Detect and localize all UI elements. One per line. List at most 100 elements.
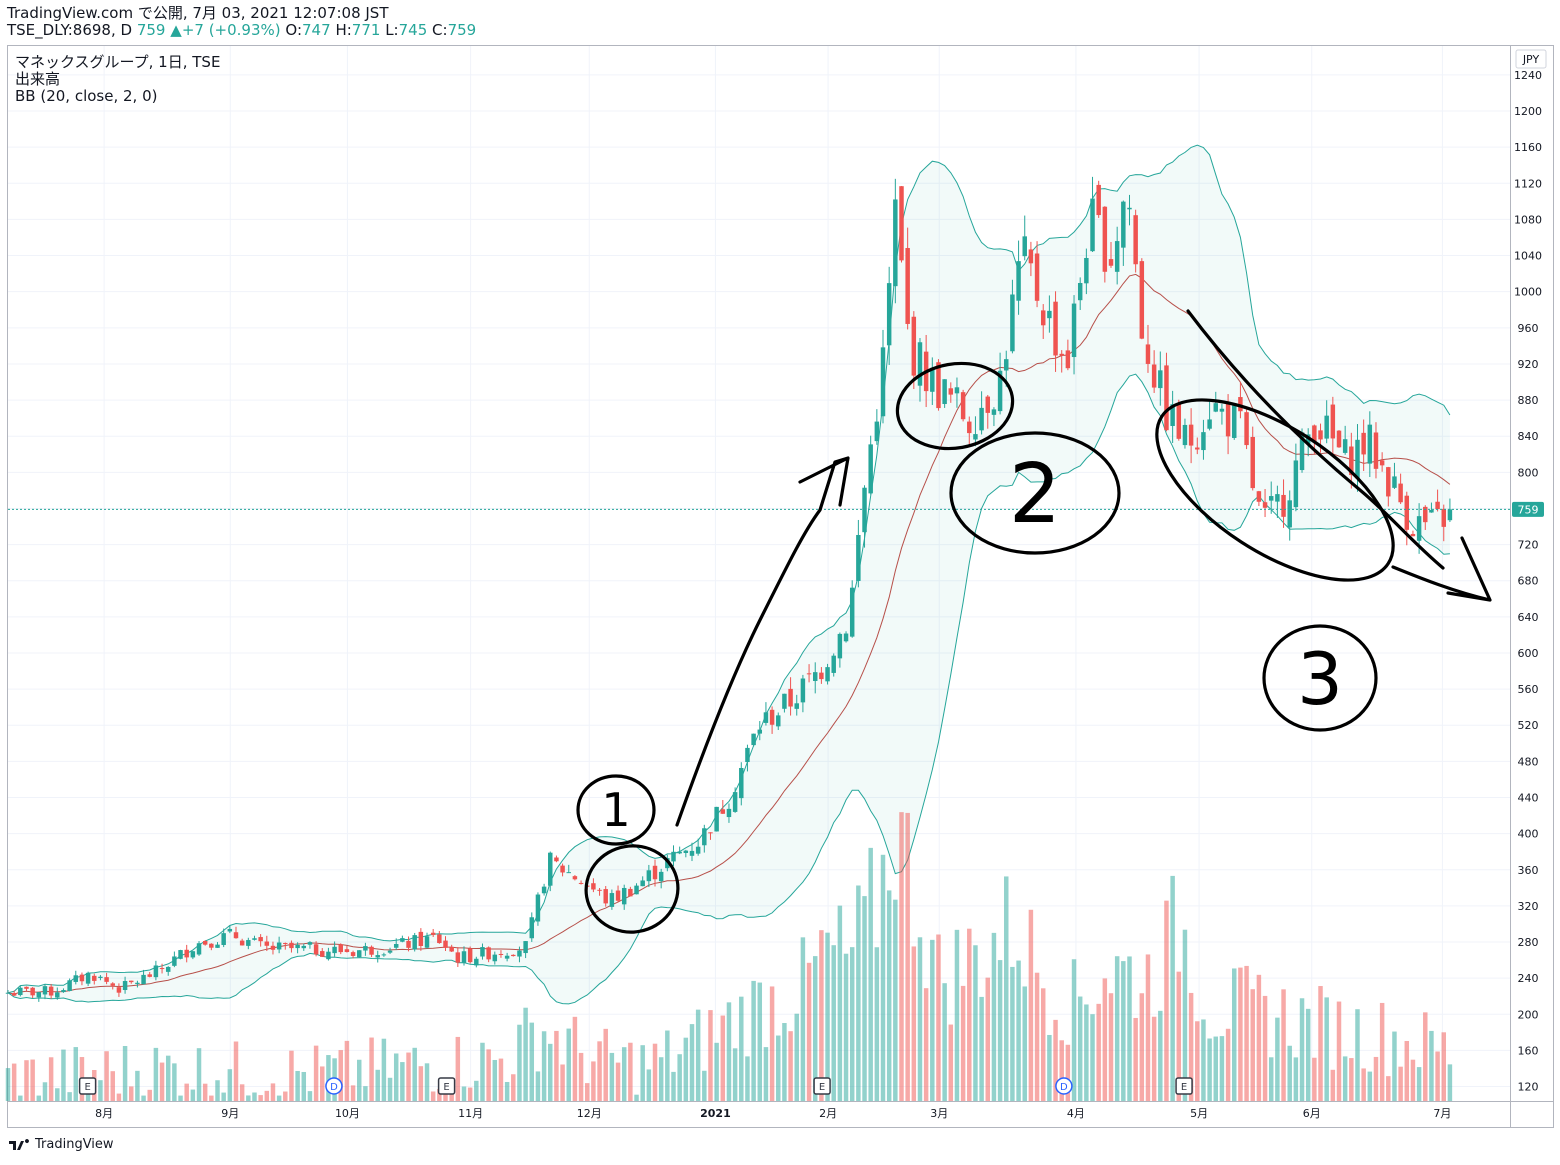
candle [492,951,498,965]
candle [1047,295,1052,333]
volume-bar [437,1089,442,1101]
volume-bar [270,1083,276,1101]
candle-body [658,871,664,882]
volume-bar [141,1095,146,1101]
event-marker-label: E [1181,1082,1187,1093]
candle-body [1262,502,1268,508]
candle [769,706,775,734]
candle [326,947,331,961]
volume-bar [400,1062,405,1101]
volume-bar [283,1091,288,1101]
chart-frame [7,45,1554,1128]
volume-bar [1447,1064,1453,1101]
currency-label[interactable]: JPY [1515,49,1547,69]
candle-body [190,951,196,958]
candle [135,980,140,988]
candle-body [886,283,892,346]
volume-bar [135,1070,140,1101]
candle [1232,404,1237,440]
candle-body [1349,446,1354,476]
candle-body [554,857,559,862]
candle-body [104,977,109,982]
candle-body [42,986,48,995]
dividend-marker-icon[interactable]: D [1055,1077,1073,1095]
volume-bar [739,996,744,1101]
candle-body [739,767,744,799]
candle-body [837,633,843,659]
candle-body [326,951,331,960]
volume-bar [523,1007,528,1101]
candle [689,842,695,862]
volume-bar [406,1052,411,1101]
volume-bar [948,1024,954,1101]
candle [1028,241,1034,277]
volume-bar [677,1054,682,1101]
candle-body [467,948,473,963]
candle [116,983,122,997]
volume-bar [837,905,843,1101]
volume-bar [1139,993,1145,1101]
volume-bar [621,1047,627,1101]
price-tick-label: 240 [1518,972,1539,985]
volume-bar [1392,1031,1397,1101]
candle-body [991,409,997,415]
candle-body [1158,370,1163,389]
candle-body [541,886,547,894]
candle-body [301,945,307,949]
candle [313,941,319,957]
candle-body [1398,483,1403,503]
volume-bar [732,1048,738,1101]
candle [960,389,966,422]
candle-body [566,872,571,874]
candle [110,982,115,990]
volume-bar [634,1094,639,1101]
volume-bar [954,929,960,1101]
candle-body [597,889,602,891]
candle-body [880,347,886,417]
candle-body [307,942,313,945]
candle-body [1324,415,1329,439]
earnings-marker-icon[interactable]: E [437,1077,456,1095]
candle [301,943,307,951]
candle [406,936,411,952]
earnings-marker-icon[interactable]: E [78,1077,97,1095]
candle [1219,403,1225,425]
annotation-arrow-down [1186,309,1492,602]
candle [437,931,442,944]
candle [751,733,756,747]
candle-body [1435,501,1440,510]
candle [843,631,849,643]
candle-body [665,858,670,869]
footer: TradingView [7,1137,114,1152]
volume-bar [1379,1002,1385,1101]
candle-body [714,806,719,832]
candle-body [276,942,282,950]
volume-bar [886,890,892,1101]
volume-bar [153,1047,159,1101]
candle-body [344,949,350,953]
candle [1435,489,1440,512]
volume-bar [899,812,904,1101]
candle [1053,291,1058,372]
volume-bar [1441,1032,1446,1101]
candle [36,991,42,1002]
candle [714,806,719,832]
volume-bar [276,1095,282,1101]
earnings-marker-icon[interactable]: E [813,1077,831,1095]
earnings-marker-icon[interactable]: E [1175,1077,1193,1095]
time-tick-label: 2021 [700,1107,731,1120]
candle [597,888,602,896]
candle [930,357,935,405]
candle-body [437,934,442,944]
candle-body [1047,310,1052,319]
candle [129,980,134,984]
dividend-marker-icon[interactable]: D [325,1077,343,1095]
time-tick-label: 11月 [458,1107,483,1120]
candle [1256,490,1262,507]
price-tick-label: 520 [1518,719,1539,732]
price-tick-label: 360 [1518,864,1539,877]
candle-body [153,965,159,978]
candle [911,311,917,390]
volume-bar [1133,1017,1138,1101]
